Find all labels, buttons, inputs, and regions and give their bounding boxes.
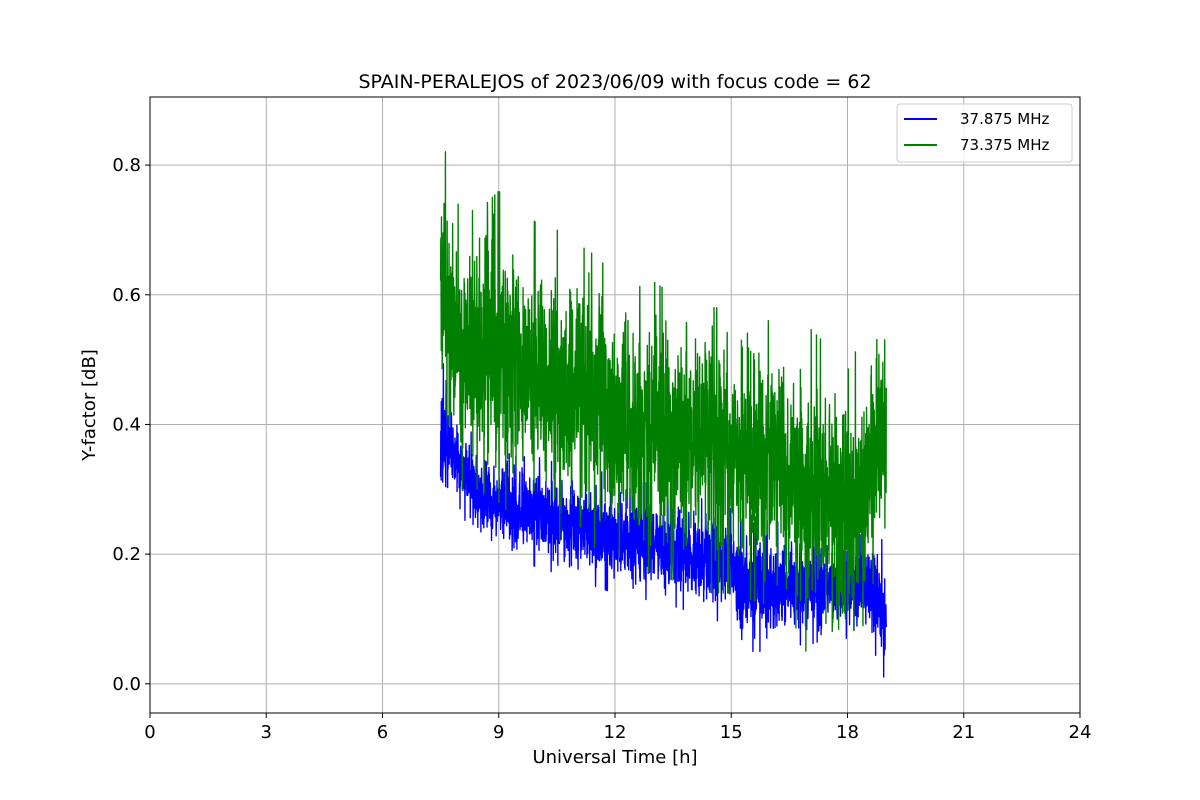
legend-label: 73.375 MHz <box>960 136 1049 154</box>
x-tick-label: 3 <box>261 722 272 743</box>
x-tick-label: 12 <box>604 722 627 743</box>
y-tick-label: 0.2 <box>112 544 141 565</box>
chart-title: SPAIN-PERALEJOS of 2023/06/09 with focus… <box>358 71 871 93</box>
legend: 37.875 MHz 73.375 MHz <box>896 103 1073 163</box>
x-axis: 0 3 6 9 12 15 18 21 24 <box>144 713 1091 743</box>
y-tick-label: 0.6 <box>112 285 141 306</box>
y-tick-label: 0.0 <box>112 674 141 695</box>
y-tick-label: 0.8 <box>112 155 141 176</box>
series-line <box>439 151 887 652</box>
x-tick-label: 0 <box>144 722 155 743</box>
y-axis: 0.0 0.2 0.4 0.6 0.8 <box>112 155 150 695</box>
x-axis-label: Universal Time [h] <box>532 747 697 768</box>
x-tick-label: 21 <box>952 722 975 743</box>
x-tick-label: 6 <box>377 722 388 743</box>
x-tick-label: 9 <box>493 722 504 743</box>
legend-label: 37.875 MHz <box>960 110 1049 128</box>
x-tick-label: 18 <box>836 722 859 743</box>
x-tick-label: 15 <box>720 722 743 743</box>
series-layer <box>439 151 887 678</box>
legend-box <box>896 103 1073 163</box>
y-tick-label: 0.4 <box>112 414 141 435</box>
x-tick-label: 24 <box>1069 722 1092 743</box>
y-axis-label: Y-factor [dB] <box>79 349 100 462</box>
